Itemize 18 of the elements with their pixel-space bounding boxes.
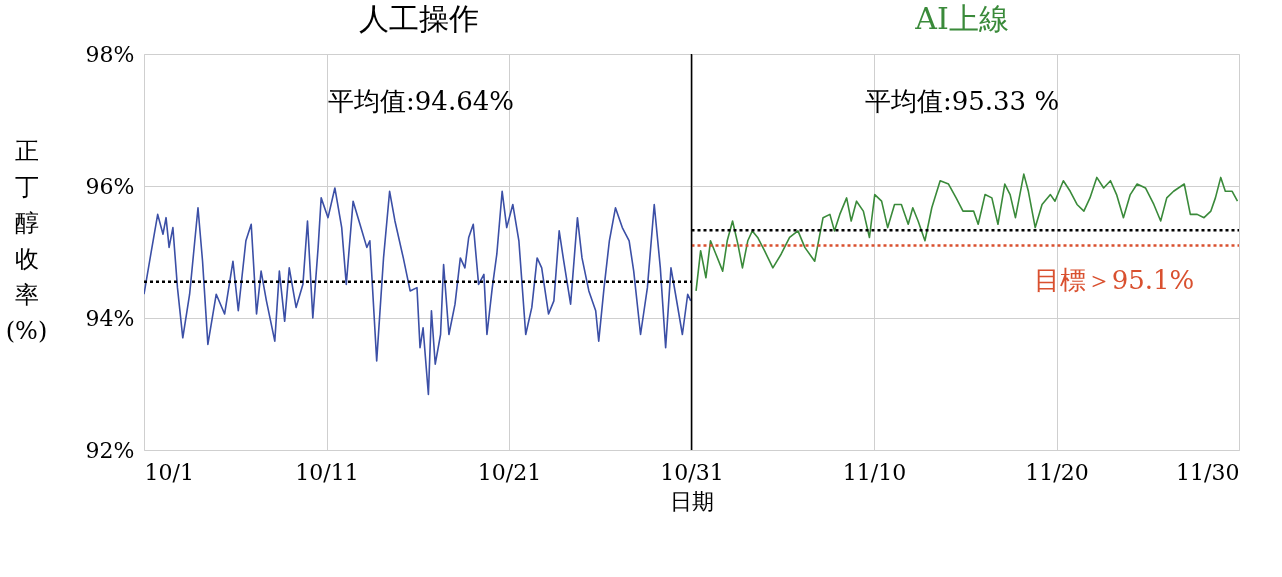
x-tick-label: 11/10 bbox=[842, 459, 907, 485]
y-tick-label: 98% bbox=[85, 41, 135, 67]
y-tick-label: 96% bbox=[85, 173, 135, 199]
x-tick-label: 10/21 bbox=[477, 459, 542, 485]
y-axis-title: 正丁醇收率(%) bbox=[5, 136, 48, 345]
text: 人工操作 bbox=[359, 1, 479, 36]
annotation: 平均值:95.33 % bbox=[864, 86, 1060, 116]
y-tick-label: 92% bbox=[85, 437, 135, 463]
y-tick-label: 94% bbox=[85, 305, 135, 331]
x-tick-label: 11/20 bbox=[1025, 459, 1089, 485]
x-tick-label: 11/30 bbox=[1176, 459, 1240, 485]
x-tick-label: 10/1 bbox=[144, 459, 194, 485]
annotation: 平均值:94.64% bbox=[328, 86, 514, 116]
x-tick-label: 10/31 bbox=[660, 459, 724, 485]
annotation: 目標＞95.1% bbox=[1033, 265, 1195, 295]
text: AI上線 bbox=[914, 1, 1009, 36]
x-tick-label: 10/11 bbox=[295, 459, 359, 485]
x-axis-title: 日期 bbox=[670, 488, 714, 514]
